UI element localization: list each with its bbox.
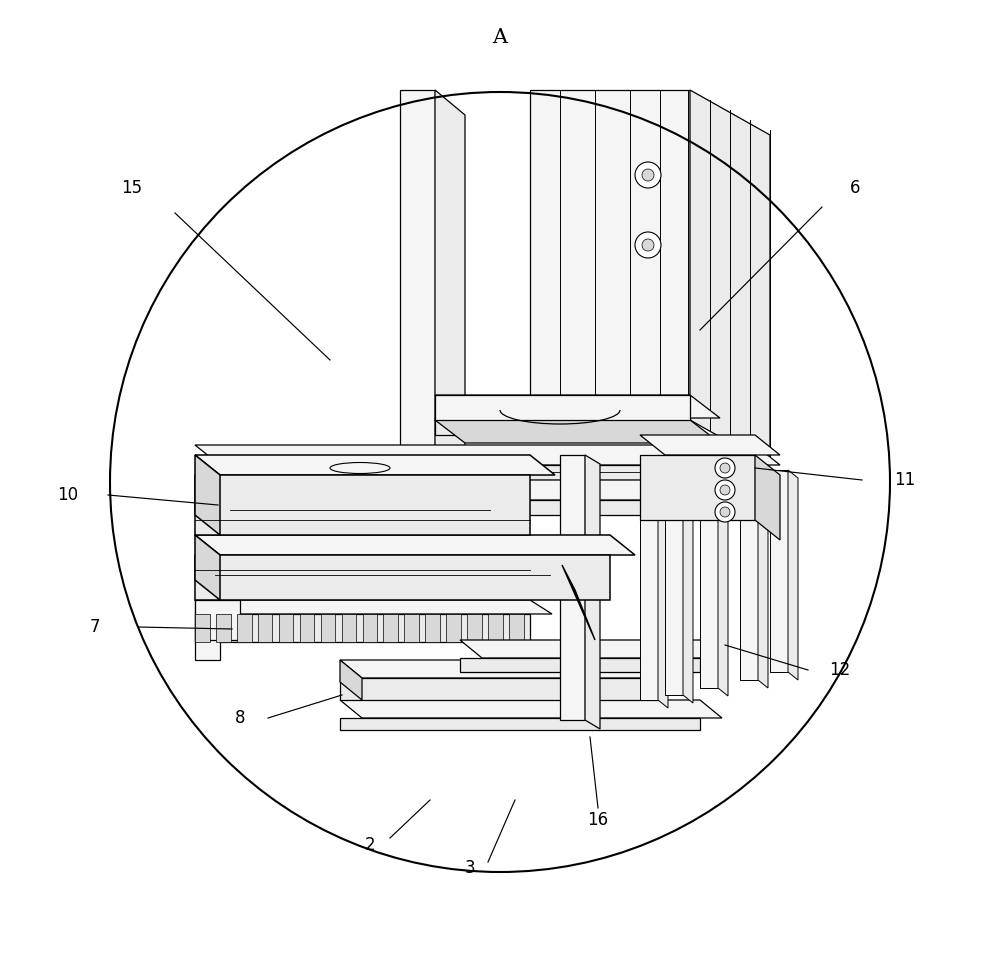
Polygon shape — [435, 420, 720, 443]
Polygon shape — [195, 614, 210, 642]
Polygon shape — [258, 614, 272, 642]
Text: A: A — [492, 28, 508, 47]
Polygon shape — [340, 660, 682, 678]
Polygon shape — [216, 614, 231, 642]
Polygon shape — [195, 535, 220, 600]
Text: 2: 2 — [365, 836, 375, 854]
Polygon shape — [195, 475, 530, 535]
Polygon shape — [195, 535, 635, 555]
Circle shape — [715, 502, 735, 522]
Polygon shape — [435, 395, 690, 420]
Polygon shape — [488, 614, 503, 642]
Polygon shape — [195, 500, 755, 515]
Polygon shape — [435, 395, 720, 418]
Polygon shape — [195, 518, 220, 660]
Polygon shape — [446, 614, 461, 642]
Polygon shape — [195, 455, 220, 535]
Polygon shape — [340, 718, 700, 730]
Polygon shape — [740, 466, 758, 680]
Polygon shape — [342, 614, 356, 642]
Polygon shape — [400, 90, 435, 490]
Polygon shape — [383, 614, 398, 642]
Polygon shape — [380, 488, 410, 520]
Polygon shape — [435, 418, 690, 435]
Text: 12: 12 — [829, 661, 851, 679]
Polygon shape — [380, 488, 465, 512]
Polygon shape — [758, 466, 768, 688]
Polygon shape — [755, 455, 780, 540]
Polygon shape — [770, 470, 788, 672]
Circle shape — [720, 485, 730, 495]
Text: 7: 7 — [90, 618, 100, 636]
Polygon shape — [658, 455, 668, 708]
Circle shape — [720, 463, 730, 473]
Polygon shape — [404, 614, 419, 642]
Polygon shape — [195, 465, 755, 480]
Text: 15: 15 — [121, 179, 143, 197]
Polygon shape — [585, 455, 600, 729]
Text: 6: 6 — [850, 179, 860, 197]
Circle shape — [635, 162, 661, 188]
Text: 8: 8 — [235, 709, 245, 727]
Polygon shape — [237, 614, 252, 642]
Circle shape — [642, 169, 654, 181]
Polygon shape — [640, 455, 755, 520]
Polygon shape — [340, 678, 660, 700]
Polygon shape — [788, 470, 798, 680]
Polygon shape — [700, 462, 718, 688]
Polygon shape — [683, 458, 693, 703]
Polygon shape — [690, 90, 770, 465]
Polygon shape — [467, 614, 482, 642]
Polygon shape — [300, 614, 314, 642]
Text: 11: 11 — [894, 471, 916, 489]
Polygon shape — [279, 614, 293, 642]
Polygon shape — [340, 660, 362, 700]
Polygon shape — [560, 455, 585, 720]
Polygon shape — [509, 614, 524, 642]
Text: 3: 3 — [465, 859, 475, 877]
Polygon shape — [640, 455, 658, 700]
Polygon shape — [195, 455, 555, 475]
Polygon shape — [425, 614, 440, 642]
Polygon shape — [195, 614, 530, 642]
Polygon shape — [562, 565, 595, 640]
Polygon shape — [195, 600, 552, 614]
Text: 10: 10 — [57, 486, 79, 504]
Ellipse shape — [330, 462, 390, 474]
Polygon shape — [195, 480, 780, 500]
Polygon shape — [195, 600, 240, 640]
Polygon shape — [460, 640, 722, 658]
Polygon shape — [435, 90, 465, 515]
Circle shape — [715, 458, 735, 478]
Polygon shape — [195, 445, 780, 465]
Polygon shape — [340, 700, 722, 718]
Circle shape — [635, 232, 661, 258]
Circle shape — [720, 507, 730, 517]
Polygon shape — [321, 614, 335, 642]
Polygon shape — [460, 658, 700, 672]
Text: 16: 16 — [587, 811, 609, 829]
Polygon shape — [195, 555, 610, 600]
Polygon shape — [530, 90, 690, 420]
Polygon shape — [718, 462, 728, 696]
Circle shape — [642, 239, 654, 251]
Polygon shape — [362, 614, 377, 642]
Polygon shape — [640, 435, 780, 455]
Circle shape — [715, 480, 735, 500]
Polygon shape — [665, 458, 683, 695]
